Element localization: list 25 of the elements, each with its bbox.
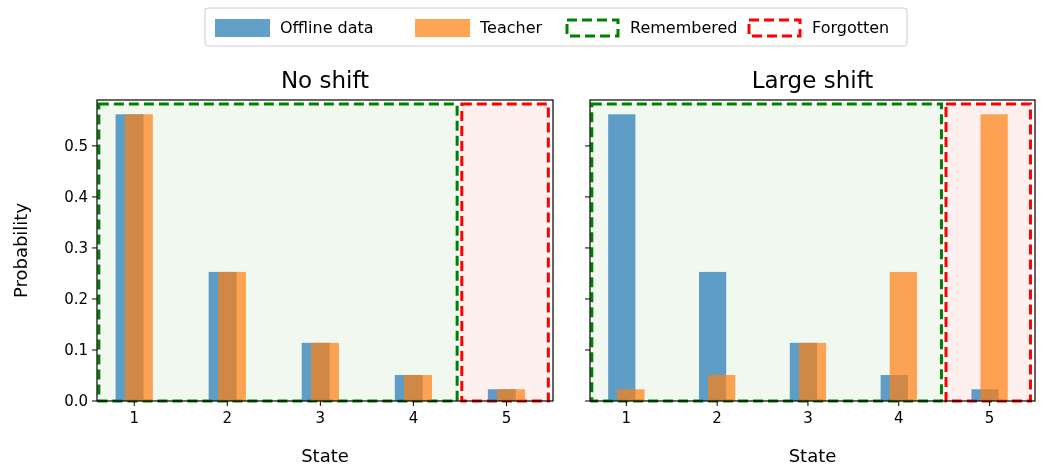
y-tick-label: 0.5 — [64, 136, 88, 155]
x-tick-label: 3 — [315, 409, 326, 427]
x-tick-label: 1 — [621, 409, 632, 427]
legend-label: Forgotten — [812, 18, 890, 37]
x-axis-title: State — [788, 445, 837, 466]
y-axis-title: Probability — [10, 202, 31, 299]
y-tick-label: 0.3 — [64, 238, 88, 257]
x-tick-label: 5 — [984, 409, 995, 427]
legend-label: Remembered — [630, 18, 738, 37]
y-tick-label: 0.0 — [64, 392, 88, 410]
x-tick-label: 3 — [803, 409, 813, 427]
x-tick-label: 2 — [222, 409, 233, 427]
x-tick-label: 2 — [712, 409, 722, 427]
y-tick-label: 0.2 — [64, 289, 88, 308]
x-axis-title: State — [301, 445, 349, 466]
legend-label: Offline data — [280, 18, 374, 37]
x-tick-label: 5 — [501, 409, 512, 427]
y-tick-label: 0.4 — [64, 187, 88, 206]
y-tick-label: 0.1 — [64, 340, 88, 359]
x-tick-label: 4 — [408, 409, 419, 427]
chart-title: No shift — [280, 67, 370, 93]
x-tick-label: 4 — [894, 409, 904, 427]
chart-title: Large shift — [751, 67, 874, 93]
legend-label: Teacher — [479, 18, 543, 37]
x-tick-label: 1 — [129, 409, 139, 427]
